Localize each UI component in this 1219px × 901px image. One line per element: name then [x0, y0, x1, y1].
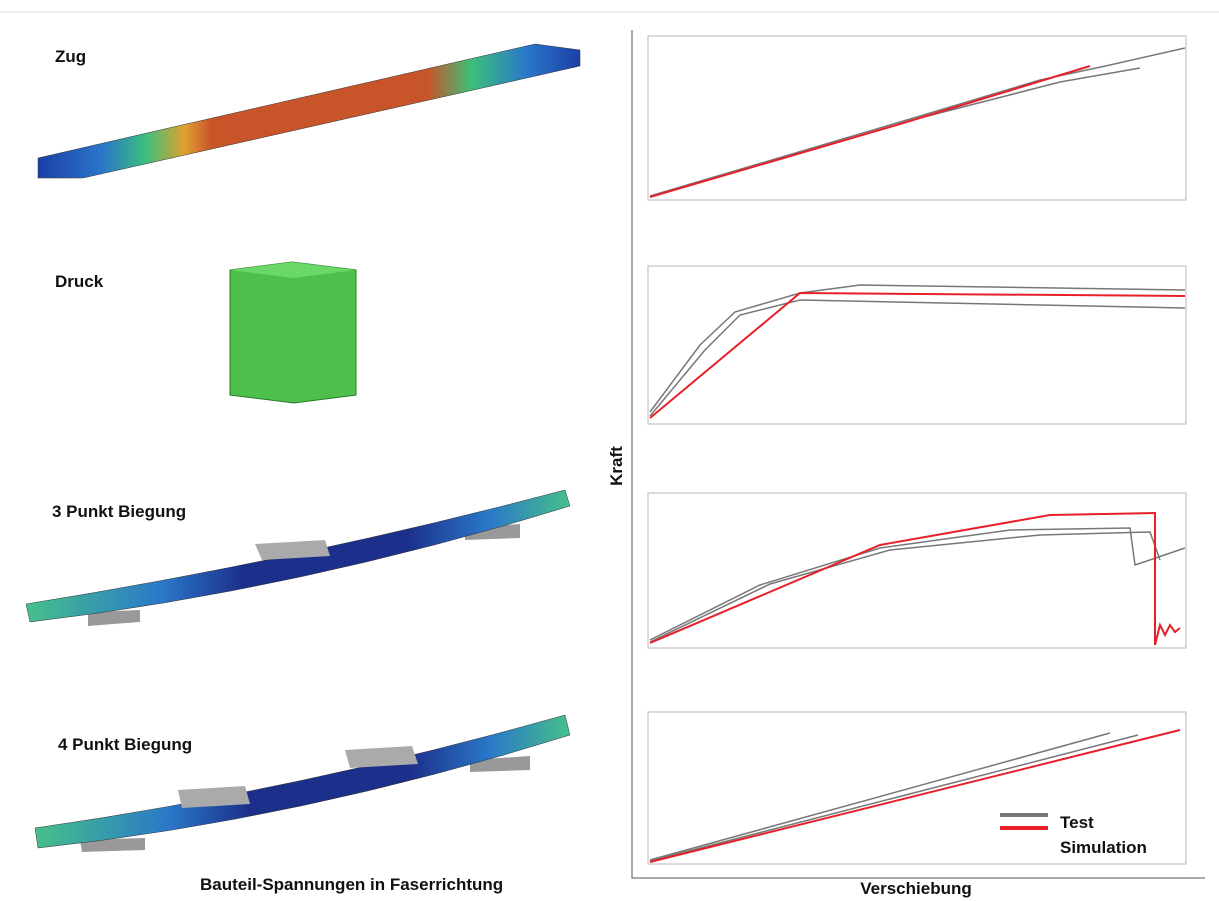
- label: Zug: [55, 47, 86, 66]
- x-axis-label: Verschiebung: [860, 879, 971, 898]
- legend-label: Test: [1060, 813, 1094, 832]
- compression-model: [230, 262, 356, 403]
- label: 4 Punkt Biegung: [58, 735, 192, 754]
- caption: Bauteil-Spannungen in Faserrichtung: [200, 875, 503, 894]
- label: Druck: [55, 272, 104, 291]
- label: 3 Punkt Biegung: [52, 502, 186, 521]
- y-axis-label: Kraft: [607, 446, 626, 486]
- legend-label: Simulation: [1060, 838, 1147, 857]
- figure: Zug Druck 3 Punkt Biegung 4 Punkt Biegun…: [0, 0, 1219, 901]
